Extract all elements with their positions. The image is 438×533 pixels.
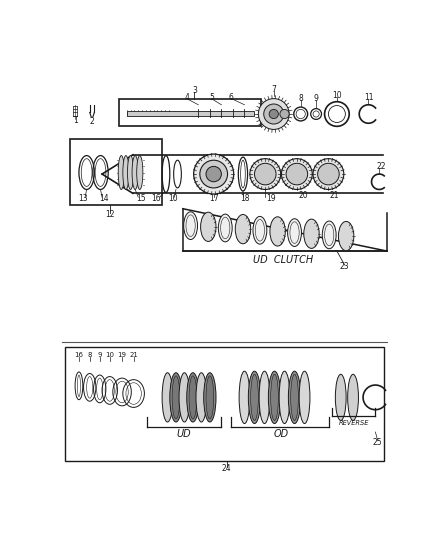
Ellipse shape bbox=[279, 371, 290, 424]
Text: UD  CLUTCH: UD CLUTCH bbox=[253, 255, 313, 265]
Text: OD: OD bbox=[273, 429, 288, 439]
Text: 25: 25 bbox=[373, 438, 382, 447]
Ellipse shape bbox=[123, 156, 129, 189]
Text: REVERSE: REVERSE bbox=[339, 420, 369, 426]
Text: 19: 19 bbox=[117, 352, 127, 358]
Text: 22: 22 bbox=[376, 162, 385, 171]
Ellipse shape bbox=[187, 373, 199, 422]
Ellipse shape bbox=[280, 109, 289, 119]
Ellipse shape bbox=[172, 376, 180, 419]
Ellipse shape bbox=[239, 371, 250, 424]
Ellipse shape bbox=[336, 374, 346, 421]
Bar bbox=[119, 99, 261, 126]
Ellipse shape bbox=[253, 216, 267, 244]
Ellipse shape bbox=[286, 163, 307, 185]
Text: 21: 21 bbox=[330, 191, 339, 200]
Ellipse shape bbox=[313, 159, 344, 189]
Ellipse shape bbox=[291, 374, 298, 421]
Ellipse shape bbox=[299, 371, 310, 424]
Text: 21: 21 bbox=[129, 352, 138, 358]
Ellipse shape bbox=[288, 219, 301, 246]
Ellipse shape bbox=[251, 374, 258, 421]
Ellipse shape bbox=[184, 212, 198, 239]
Text: 9: 9 bbox=[314, 94, 318, 103]
Ellipse shape bbox=[254, 163, 276, 185]
Ellipse shape bbox=[304, 219, 319, 248]
Text: 16: 16 bbox=[151, 194, 161, 203]
Ellipse shape bbox=[200, 160, 228, 188]
Text: 12: 12 bbox=[105, 209, 114, 219]
Ellipse shape bbox=[270, 217, 285, 246]
Text: 19: 19 bbox=[267, 194, 276, 203]
Ellipse shape bbox=[132, 156, 138, 189]
Ellipse shape bbox=[127, 156, 134, 189]
Text: 8: 8 bbox=[88, 352, 92, 358]
Bar bbox=[70, 140, 162, 205]
Ellipse shape bbox=[318, 163, 339, 185]
Text: 24: 24 bbox=[222, 464, 232, 473]
Ellipse shape bbox=[179, 373, 190, 422]
Text: 7: 7 bbox=[271, 85, 276, 94]
Ellipse shape bbox=[250, 159, 281, 189]
Ellipse shape bbox=[194, 154, 234, 194]
Ellipse shape bbox=[204, 373, 216, 422]
Text: 17: 17 bbox=[209, 194, 219, 203]
Text: 23: 23 bbox=[340, 262, 350, 271]
Ellipse shape bbox=[162, 373, 173, 422]
Ellipse shape bbox=[218, 214, 232, 242]
Text: 20: 20 bbox=[298, 191, 308, 200]
Ellipse shape bbox=[196, 373, 207, 422]
Ellipse shape bbox=[322, 221, 336, 249]
Text: 5: 5 bbox=[209, 93, 214, 102]
Text: 18: 18 bbox=[240, 194, 249, 203]
Text: 14: 14 bbox=[99, 194, 108, 203]
Text: 10: 10 bbox=[332, 91, 342, 100]
Ellipse shape bbox=[248, 371, 261, 424]
Text: 8: 8 bbox=[298, 94, 303, 103]
Ellipse shape bbox=[259, 371, 270, 424]
Bar bbox=[65, 346, 384, 461]
Ellipse shape bbox=[348, 374, 358, 421]
Ellipse shape bbox=[235, 214, 251, 244]
Ellipse shape bbox=[170, 373, 182, 422]
Ellipse shape bbox=[137, 156, 143, 189]
Text: 1: 1 bbox=[73, 116, 78, 125]
Ellipse shape bbox=[271, 374, 279, 421]
Ellipse shape bbox=[206, 376, 214, 419]
Ellipse shape bbox=[339, 221, 354, 251]
Text: 13: 13 bbox=[78, 194, 88, 203]
Text: 11: 11 bbox=[364, 93, 373, 102]
Ellipse shape bbox=[288, 371, 301, 424]
Ellipse shape bbox=[201, 212, 216, 241]
Text: 10: 10 bbox=[168, 194, 178, 203]
Text: UD: UD bbox=[177, 429, 191, 439]
Text: 16: 16 bbox=[74, 352, 84, 358]
Ellipse shape bbox=[268, 371, 281, 424]
Ellipse shape bbox=[118, 156, 124, 189]
Text: 4: 4 bbox=[184, 93, 189, 102]
Ellipse shape bbox=[206, 166, 221, 182]
Text: 10: 10 bbox=[105, 352, 114, 358]
Ellipse shape bbox=[282, 159, 312, 189]
Ellipse shape bbox=[189, 376, 197, 419]
Text: 3: 3 bbox=[192, 86, 197, 95]
Text: 9: 9 bbox=[98, 352, 102, 358]
Ellipse shape bbox=[264, 104, 284, 124]
Text: 15: 15 bbox=[136, 194, 145, 203]
Bar bbox=[127, 111, 254, 116]
Text: 2: 2 bbox=[90, 117, 95, 126]
Ellipse shape bbox=[269, 109, 279, 119]
Text: 6: 6 bbox=[229, 93, 234, 102]
Ellipse shape bbox=[258, 99, 289, 130]
